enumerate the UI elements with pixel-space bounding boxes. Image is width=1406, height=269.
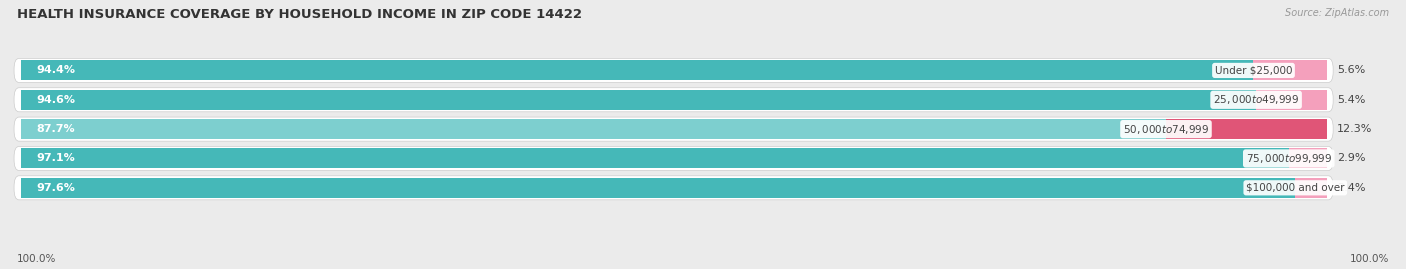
Text: 5.6%: 5.6% bbox=[1337, 65, 1365, 75]
Bar bbox=[1256, 90, 1327, 110]
Bar bbox=[1295, 178, 1327, 198]
Text: 94.4%: 94.4% bbox=[37, 65, 76, 75]
Bar bbox=[21, 90, 1256, 110]
Text: Source: ZipAtlas.com: Source: ZipAtlas.com bbox=[1285, 8, 1389, 18]
Text: 100.0%: 100.0% bbox=[17, 254, 56, 264]
FancyBboxPatch shape bbox=[14, 58, 1333, 83]
FancyBboxPatch shape bbox=[14, 176, 1333, 200]
Text: Under $25,000: Under $25,000 bbox=[1215, 65, 1292, 75]
Text: $25,000 to $49,999: $25,000 to $49,999 bbox=[1213, 93, 1299, 106]
Text: 97.1%: 97.1% bbox=[37, 154, 75, 164]
FancyBboxPatch shape bbox=[14, 88, 1333, 112]
Bar bbox=[21, 119, 1166, 139]
Bar bbox=[21, 148, 1289, 168]
Text: 97.6%: 97.6% bbox=[37, 183, 75, 193]
FancyBboxPatch shape bbox=[14, 117, 1333, 141]
Text: 100.0%: 100.0% bbox=[1350, 254, 1389, 264]
Text: 87.7%: 87.7% bbox=[37, 124, 75, 134]
Bar bbox=[1289, 148, 1327, 168]
Text: $100,000 and over: $100,000 and over bbox=[1246, 183, 1344, 193]
Text: 5.4%: 5.4% bbox=[1337, 95, 1365, 105]
Text: $75,000 to $99,999: $75,000 to $99,999 bbox=[1246, 152, 1331, 165]
Bar bbox=[1254, 61, 1327, 80]
Text: 2.4%: 2.4% bbox=[1337, 183, 1365, 193]
Text: $50,000 to $74,999: $50,000 to $74,999 bbox=[1123, 123, 1209, 136]
Bar bbox=[1166, 119, 1327, 139]
Text: 2.9%: 2.9% bbox=[1337, 154, 1365, 164]
Text: 94.6%: 94.6% bbox=[37, 95, 76, 105]
Text: 12.3%: 12.3% bbox=[1337, 124, 1372, 134]
FancyBboxPatch shape bbox=[14, 146, 1333, 171]
Bar bbox=[21, 178, 1295, 198]
Bar bbox=[21, 61, 1254, 80]
Text: HEALTH INSURANCE COVERAGE BY HOUSEHOLD INCOME IN ZIP CODE 14422: HEALTH INSURANCE COVERAGE BY HOUSEHOLD I… bbox=[17, 8, 582, 21]
